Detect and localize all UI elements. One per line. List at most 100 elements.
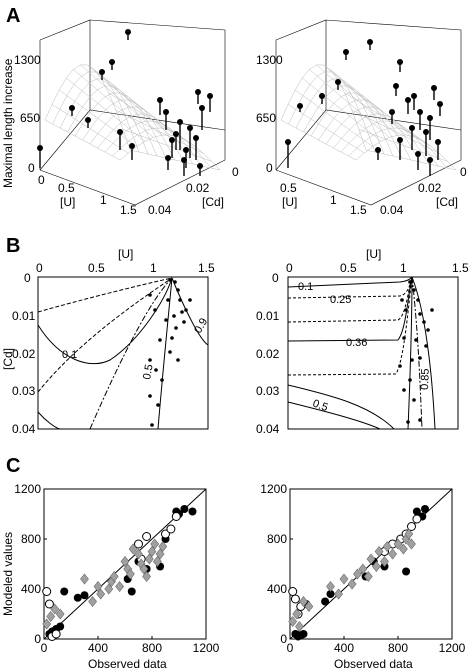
sample-point <box>400 298 404 302</box>
sample-point <box>148 293 152 297</box>
contour-line <box>411 276 436 430</box>
mesh-line <box>74 92 167 159</box>
u-tick: 0 <box>38 173 45 187</box>
x-tick-label: 1200 <box>193 641 220 655</box>
diamond-point <box>46 611 56 622</box>
stem-point <box>187 125 193 131</box>
mesh-line <box>112 127 212 169</box>
filled-circle-point <box>188 507 197 516</box>
u-tick: 0.5 <box>58 181 75 195</box>
stem-point <box>199 105 205 111</box>
mesh-line <box>325 106 421 163</box>
contour-line <box>287 276 413 299</box>
stem-point <box>427 115 433 121</box>
open-circle-point <box>44 599 54 609</box>
mesh-line <box>303 85 394 157</box>
z-tick-0: 0 <box>266 161 273 175</box>
open-circle-point <box>51 629 61 639</box>
contour-label: 0.25 <box>330 294 351 306</box>
x-tick-label: 0 <box>41 641 48 655</box>
cd-tick: 0 <box>24 271 31 285</box>
sample-point <box>426 328 430 332</box>
contour-line <box>37 277 173 393</box>
diamond-point <box>353 568 362 580</box>
cd-tick: 0.01 <box>12 309 36 323</box>
open-circle-point <box>407 522 416 531</box>
u-tick: 1 <box>150 261 157 275</box>
cd-tick: 0.02 <box>256 347 280 361</box>
filled-circle-point <box>127 587 136 596</box>
zlabel: Maximal length increase <box>1 58 15 188</box>
mesh-surface <box>275 19 462 206</box>
y-tick-label: 1200 <box>260 482 287 496</box>
open-circle-point <box>42 587 52 596</box>
contour-line <box>407 276 413 430</box>
ylabel: Modeled values <box>1 532 15 616</box>
stem-point <box>343 49 349 55</box>
stem-point <box>409 125 415 131</box>
filled-circle-point <box>299 630 308 638</box>
mesh-line <box>89 106 185 163</box>
stem-point <box>417 109 423 115</box>
sample-point <box>418 356 422 360</box>
z-tick-650: 650 <box>256 111 276 125</box>
data-points <box>42 488 207 641</box>
stem-point <box>197 163 203 169</box>
stem-point <box>423 129 429 135</box>
stem-point <box>125 29 131 35</box>
surface-plot-right: 1300 650 0 0.5 [U] 1 1.5 0 0.02 [Cd] 0.0… <box>256 19 467 217</box>
contour-label: 0.5 <box>141 363 155 380</box>
stem-point <box>405 97 411 103</box>
mesh-line <box>44 64 131 151</box>
u-tick: 0 <box>36 261 43 275</box>
sample-point <box>416 298 420 302</box>
stem-point <box>319 93 325 99</box>
open-circle-point <box>161 529 170 539</box>
sample-point <box>170 336 174 340</box>
stem-point <box>367 39 373 45</box>
stem-point <box>177 119 183 125</box>
sample-point <box>172 314 176 318</box>
filled-circle-point <box>80 591 89 600</box>
mesh-line <box>348 127 448 169</box>
data-stems <box>285 39 443 176</box>
filled-circle-point <box>412 507 421 516</box>
stem-point <box>163 109 169 115</box>
contour-label: 0.1 <box>298 281 313 293</box>
z-tick-0: 0 <box>28 161 35 175</box>
z-tick-650: 650 <box>20 111 40 125</box>
plot-frame <box>43 488 207 640</box>
stem-point <box>173 131 179 137</box>
cd-tick: 0.04 <box>12 422 36 436</box>
diamond-point <box>128 543 138 555</box>
diamond-point <box>382 541 392 552</box>
u-tick: 1 <box>400 261 407 275</box>
cd-tick: 0.04 <box>256 422 280 436</box>
contour-label: 0.5 <box>311 398 329 415</box>
diamond-point <box>80 573 89 585</box>
cd-label: [Cd] <box>1 348 15 370</box>
u-tick: 1.5 <box>120 203 137 217</box>
stem-point <box>393 83 399 89</box>
u-tick: 0.5 <box>280 181 297 195</box>
sample-point <box>398 364 402 368</box>
mesh-line <box>119 134 221 171</box>
x-tick-label: 800 <box>388 641 408 655</box>
cd-label: [Cd] <box>202 195 224 209</box>
diamond-point <box>115 581 124 592</box>
mesh-surface <box>39 19 226 206</box>
u-label: [U] <box>60 195 75 209</box>
y-tick-label: 400 <box>21 582 41 596</box>
y-tick-label: 800 <box>21 532 41 546</box>
stem-point <box>169 137 175 143</box>
y-tick-label: 0 <box>34 632 41 646</box>
stem-point <box>431 85 437 91</box>
sample-point <box>148 394 152 398</box>
axis-box <box>275 19 462 206</box>
stem-point <box>129 143 135 149</box>
plot-frame <box>37 276 209 430</box>
stem-point <box>165 155 171 161</box>
diamond-point <box>126 568 135 580</box>
sample-point <box>176 358 180 362</box>
